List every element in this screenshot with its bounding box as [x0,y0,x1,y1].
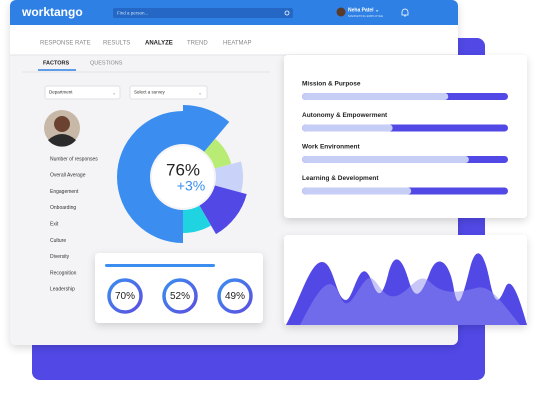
donut-segment [183,105,230,152]
search-box[interactable] [113,8,293,18]
survey-dropdown[interactable] [129,85,208,100]
list-item[interactable]: Number of responses [50,156,98,162]
donut-segment [204,138,232,169]
factor-name: Work Environment [302,144,361,151]
factor-name: Learning & Development [302,175,379,182]
score-ring [107,278,143,314]
progress-fill [302,187,412,195]
nav-bar [10,25,458,55]
list-item[interactable]: Engagement [50,189,79,195]
logo: worktango [21,5,83,19]
list-item[interactable]: Recognition [50,270,77,276]
nav-tab[interactable]: TREND [187,41,208,47]
factor-name: Mission & Purpose [302,81,361,88]
list-item[interactable]: Exit [50,222,59,228]
donut-segment [199,185,247,235]
progress-fill [302,156,469,163]
ring-score: 70% [115,291,135,302]
ring-score: 49% [225,291,245,302]
nav-tab[interactable]: RESPONSE RATE [40,41,91,47]
donut-change: +3% [177,178,205,194]
sub-tab[interactable]: FACTORS [43,60,70,66]
list-item[interactable]: Overall Average [50,173,86,179]
factor-name: Autonomy & Empowerment [302,112,388,119]
department-label: Department [49,90,73,95]
user-avatar[interactable] [336,7,346,17]
list-item[interactable]: Diversity [50,254,70,260]
score-ring [217,278,253,314]
donut-score: 76% [166,160,200,179]
profile-face [54,116,70,132]
progress-fill [302,93,449,100]
list-item[interactable]: Culture [50,238,66,244]
user-name[interactable]: Neha Patel ⌄ [348,7,379,13]
department-dropdown[interactable] [44,85,121,100]
dropdown-caret: ⌄ [198,90,202,96]
search-placeholder: Find a person... [117,11,148,16]
nav-tab[interactable]: HEATMAP [223,41,252,47]
donut-segment [214,161,243,193]
dropdown-caret: ⌄ [112,90,116,96]
ring-score: 52% [170,291,190,302]
score-ring [162,278,198,314]
wave-area-back [300,277,520,325]
bell-icon[interactable] [401,8,409,17]
nav-tab[interactable]: ANALYZE [145,41,173,47]
list-item[interactable]: Leadership [50,287,75,293]
rings-card-bar [105,264,215,267]
user-role: MARKETING EMPLOYEE [348,14,383,18]
donut-segment [117,111,183,243]
profile-shoulders [48,134,76,147]
donut-center [152,146,214,208]
survey-label: Select a survey [134,90,166,95]
nav-tab[interactable]: RESULTS [103,41,130,47]
progress-fill [302,124,393,132]
donut-segment [183,205,211,233]
search-icon [284,10,290,16]
list-item[interactable]: Onboarding [50,205,76,211]
sub-tab[interactable]: QUESTIONS [90,60,123,66]
